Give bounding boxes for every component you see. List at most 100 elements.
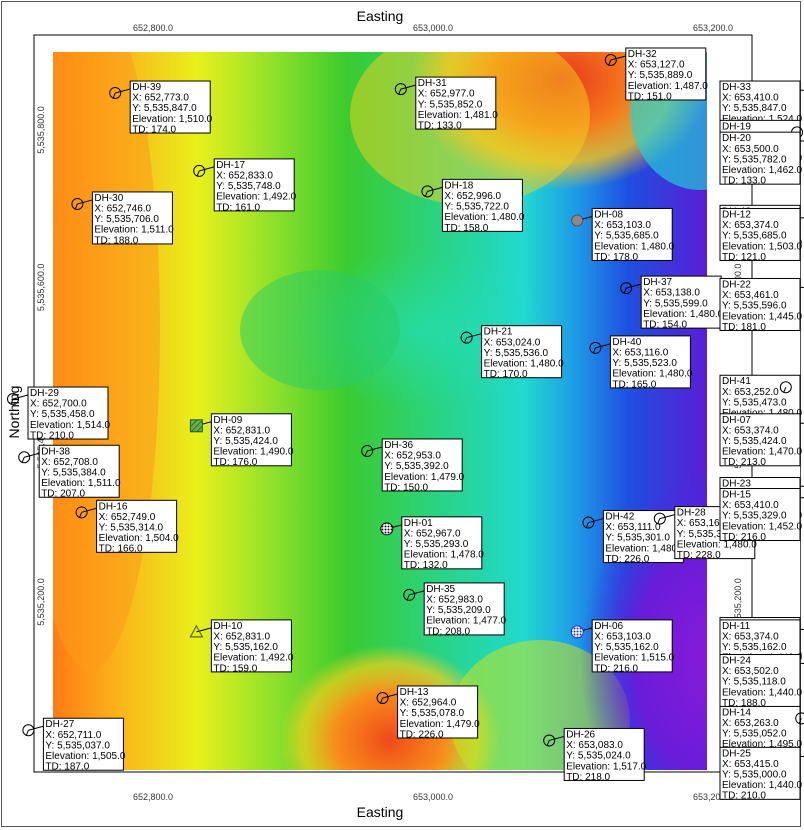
hole-td-label: TD: 133.0 bbox=[418, 120, 462, 131]
hole-x-label: X: 652,749.0 bbox=[99, 512, 156, 523]
drill-hole-dh-38[interactable]: DH-38X: 652,708.0Y: 5,535,384.0Elevation… bbox=[18, 444, 121, 500]
hole-td-label: TD: 216.0 bbox=[722, 532, 766, 543]
drill-hole-dh-42[interactable]: DH-42X: 653,111.0Y: 5,535,301.0Elevation… bbox=[582, 510, 686, 565]
hole-trace-icon bbox=[585, 522, 589, 528]
hole-id-label: DH-39 bbox=[132, 82, 161, 93]
drill-hole-dh-22[interactable]: DH-22X: 653,461.0Y: 5,535,596.0Elevation… bbox=[719, 277, 804, 333]
hole-trace-icon bbox=[10, 398, 14, 405]
hole-id-label: DH-29 bbox=[30, 388, 59, 399]
x-tick-label-bottom: 653,000.0 bbox=[413, 792, 453, 802]
hole-elevation-label: Elevation: 1,480.0 bbox=[643, 309, 723, 320]
hole-id-label: DH-07 bbox=[722, 415, 751, 426]
drill-hole-dh-13[interactable]: DH-13X: 652,964.0Y: 5,535,078.0Elevation… bbox=[376, 685, 480, 740]
hole-y-label: Y: 5,535,596.0 bbox=[722, 301, 787, 312]
hole-marker-blue-dotted-icon bbox=[570, 625, 584, 639]
hole-x-label: X: 652,773.0 bbox=[132, 93, 189, 104]
drill-hole-dh-37[interactable]: DH-37X: 653,138.0Y: 5,535,599.0Elevation… bbox=[620, 275, 724, 331]
label-leader-line bbox=[595, 343, 611, 349]
drill-hole-dh-40[interactable]: DH-40X: 653,116.0Y: 5,535,523.0Elevation… bbox=[589, 335, 693, 390]
hole-label-box bbox=[415, 76, 497, 130]
drill-hole-dh-29[interactable]: DH-29X: 652,700.0Y: 5,535,458.0Elevation… bbox=[7, 386, 111, 441]
hole-label-box bbox=[381, 438, 463, 492]
hole-y-label: Y: 5,535,782.0 bbox=[722, 154, 787, 165]
hole-td-label: TD: 218.0 bbox=[566, 772, 610, 783]
hole-id-label: DH-28 bbox=[677, 508, 706, 519]
hole-x-label: X: 652,953.0 bbox=[384, 451, 441, 462]
drill-hole-dh-06[interactable]: DH-06X: 653,103.0Y: 5,535,162.0Elevation… bbox=[570, 619, 675, 674]
drill-hole-dh-17[interactable]: DH-17X: 652,833.0Y: 5,535,748.0Elevation… bbox=[193, 158, 297, 213]
label-leader-line bbox=[382, 693, 398, 699]
hole-marker-icon bbox=[403, 588, 416, 601]
drill-hole-dh-24[interactable]: DH-24X: 653,502.0Y: 5,535,118.0Elevation… bbox=[719, 654, 804, 709]
drill-hole-dh-01[interactable]: DH-01X: 652,967.0Y: 5,535,293.0Elevation… bbox=[380, 516, 484, 571]
hole-id-label: DH-27 bbox=[45, 719, 74, 730]
drill-hole-dh-39[interactable]: DH-39X: 652,773.0Y: 5,535,847.0Elevation… bbox=[109, 80, 213, 135]
hole-id-label: DH-42 bbox=[605, 512, 634, 523]
hole-elevation-label: Elevation: 1,492.0 bbox=[216, 192, 296, 203]
drill-hole-dh-35[interactable]: DH-35X: 652,983.0Y: 5,535,209.0Elevation… bbox=[403, 582, 507, 637]
hole-x-label: X: 652,964.0 bbox=[400, 698, 457, 709]
hole-x-label: X: 652,983.0 bbox=[426, 595, 483, 606]
drill-hole-dh-36[interactable]: DH-36X: 652,953.0Y: 5,535,392.0Elevation… bbox=[361, 438, 465, 493]
drill-hole-dh-08[interactable]: DH-08X: 653,103.0Y: 5,535,685.0Elevation… bbox=[571, 207, 675, 263]
hole-y-label: Y: 5,535,424.0 bbox=[722, 436, 787, 447]
hole-td-label: TD: 210.0 bbox=[722, 791, 766, 802]
hole-id-label: DH-31 bbox=[418, 78, 447, 89]
hole-id-label: DH-25 bbox=[722, 748, 751, 759]
hole-td-label: TD: 170.0 bbox=[484, 369, 528, 380]
hole-x-label: X: 653,162.0 bbox=[677, 518, 734, 529]
hole-trace-icon bbox=[112, 92, 116, 99]
hole-elevation-label: Elevation: 1,511.0 bbox=[94, 225, 174, 236]
drill-hole-dh-15[interactable]: DH-15X: 653,410.0Y: 5,535,329.0Elevation… bbox=[719, 488, 804, 543]
drill-hole-dh-26[interactable]: DH-26X: 653,083.0Y: 5,535,024.0Elevation… bbox=[543, 727, 647, 783]
hole-y-label: Y: 5,535,078.0 bbox=[400, 708, 465, 719]
hole-id-label: DH-18 bbox=[444, 180, 473, 191]
hole-y-label: Y: 5,535,301.0 bbox=[605, 533, 670, 544]
hole-marker-icon bbox=[394, 83, 407, 96]
x-axis-title-top: Easting bbox=[357, 8, 404, 24]
drill-hole-dh-27[interactable]: DH-27X: 652,711.0Y: 5,535,037.0Elevation… bbox=[22, 717, 126, 773]
label-leader-line bbox=[367, 446, 383, 452]
drill-hole-dh-20[interactable]: DH-20X: 653,500.0Y: 5,535,782.0Elevation… bbox=[719, 131, 804, 187]
drill-hole-dh-16[interactable]: DH-16X: 652,749.0Y: 5,535,314.0Elevation… bbox=[75, 499, 179, 555]
hole-trace-icon bbox=[623, 287, 627, 294]
drill-hole-dh-18[interactable]: DH-18X: 652,996.0Y: 5,535,722.0Elevation… bbox=[421, 178, 525, 234]
drill-hole-dh-32[interactable]: DH-32X: 653,127.0Y: 5,535,889.0Elevation… bbox=[604, 47, 708, 102]
drill-hole-dh-07[interactable]: DH-07X: 653,374.0Y: 5,535,424.0Elevation… bbox=[719, 413, 804, 468]
hole-id-label: DH-21 bbox=[484, 327, 513, 338]
hole-x-label: X: 652,996.0 bbox=[444, 191, 501, 202]
hole-elevation-label: Elevation: 1,503.0 bbox=[722, 241, 802, 252]
drill-hole-dh-21[interactable]: DH-21X: 653,024.0Y: 5,535,536.0Elevation… bbox=[460, 325, 564, 380]
hole-trace-icon bbox=[406, 594, 410, 601]
hole-marker-icon bbox=[109, 87, 122, 100]
hole-id-label: DH-10 bbox=[213, 621, 242, 632]
hole-id-label: DH-30 bbox=[94, 193, 123, 204]
hole-id-label: DH-35 bbox=[426, 584, 455, 595]
label-leader-line bbox=[28, 725, 44, 731]
drill-hole-dh-10[interactable]: DH-10X: 652,831.0Y: 5,535,162.0Elevation… bbox=[189, 619, 294, 674]
hole-label-box bbox=[591, 207, 673, 261]
label-leader-line bbox=[81, 507, 97, 513]
hole-x-label: X: 653,374.0 bbox=[722, 631, 779, 642]
drill-hole-dh-31[interactable]: DH-31X: 652,977.0Y: 5,535,852.0Elevation… bbox=[394, 76, 498, 131]
hole-marker-icon bbox=[604, 53, 617, 66]
drill-hole-dh-30[interactable]: DH-30X: 652,746.0Y: 5,535,706.0Elevation… bbox=[71, 191, 174, 246]
hole-y-label: Y: 5,535,889.0 bbox=[628, 70, 693, 81]
hole-x-label: X: 653,138.0 bbox=[643, 288, 700, 299]
y-tick-label-right: 5,535,200.0 bbox=[733, 578, 743, 626]
hole-label-box bbox=[719, 207, 801, 261]
drill-hole-dh-12[interactable]: DH-12X: 653,374.0Y: 5,535,685.0Elevation… bbox=[719, 207, 804, 263]
hole-y-label: Y: 5,535,685.0 bbox=[722, 231, 787, 242]
hole-elevation-label: Elevation: 1,452.0 bbox=[722, 521, 802, 532]
drill-hole-dh-25[interactable]: DH-25X: 653,415.0Y: 5,535,000.0Elevation… bbox=[719, 746, 804, 802]
hole-y-label: Y: 5,535,293.0 bbox=[404, 539, 469, 550]
drill-hole-dh-09[interactable]: DH-09X: 652,831.0Y: 5,535,424.0Elevation… bbox=[189, 413, 294, 468]
hole-trace-icon bbox=[398, 88, 402, 95]
hole-x-label: X: 653,374.0 bbox=[722, 425, 779, 436]
hole-y-label: Y: 5,535,685.0 bbox=[594, 231, 659, 242]
label-leader-line bbox=[427, 186, 443, 192]
hole-x-label: X: 653,410.0 bbox=[722, 93, 779, 104]
drill-holes: DH-39X: 652,773.0Y: 5,535,847.0Elevation… bbox=[7, 47, 804, 802]
y-tick-label-left: 5,535,800.0 bbox=[36, 106, 46, 154]
hole-td-label: TD: 228.0 bbox=[677, 550, 721, 561]
